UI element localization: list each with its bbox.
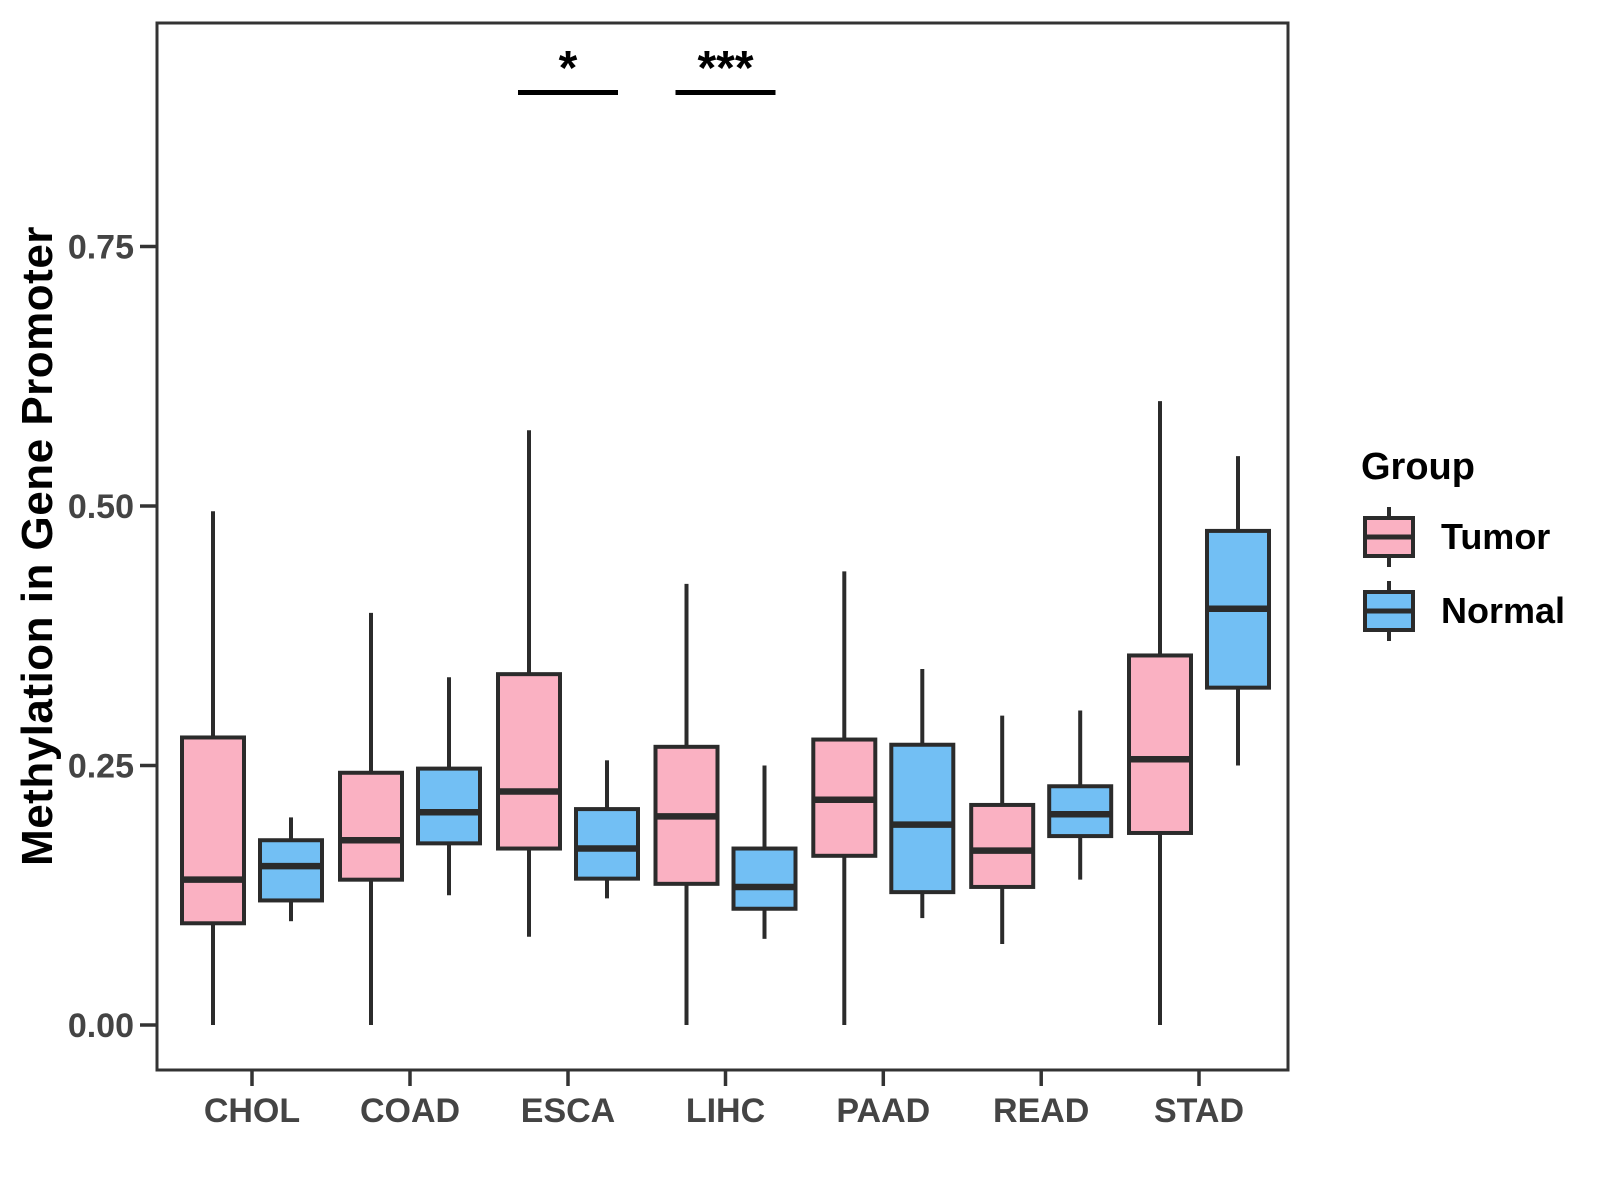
x-axis-category-label: ESCA	[521, 1092, 615, 1130]
y-axis-title: Methylation in Gene Promoter	[13, 226, 62, 866]
box-normal-PAAD	[889, 742, 956, 895]
box-normal-ESCA	[574, 807, 640, 881]
x-axis-category-label: STAD	[1154, 1092, 1244, 1130]
y-axis-tick-label: 0.25	[68, 748, 134, 786]
box-normal-LIHC	[731, 846, 798, 911]
normal-boxplot-key-icon	[1363, 581, 1415, 641]
y-axis-tick-label: 0.75	[68, 229, 134, 267]
tumor-boxplot-key-icon	[1363, 507, 1415, 567]
x-axis-category-label: LIHC	[686, 1092, 765, 1130]
box-tumor-READ	[969, 802, 1036, 889]
box-tumor-CHOL	[180, 735, 246, 926]
box-tumor-ESCA	[496, 672, 562, 851]
x-axis-category-label: CHOL	[204, 1092, 300, 1130]
x-axis-category-label: READ	[993, 1092, 1089, 1130]
box-tumor-STAD	[1127, 653, 1193, 835]
significance-label-esca: *	[559, 42, 578, 95]
legend-label-tumor: Tumor	[1441, 516, 1551, 557]
legend-label-normal: Normal	[1441, 590, 1566, 631]
plot-panel-border	[155, 21, 1290, 1072]
box-tumor-COAD	[338, 770, 404, 882]
y-axis-tick-label: 0.00	[68, 1007, 134, 1045]
legend-item-tumor: Tumor	[1361, 505, 1565, 569]
x-axis-category-label: PAAD	[836, 1092, 930, 1130]
box-normal-COAD	[416, 766, 482, 846]
y-axis-tick-label: 0.50	[68, 488, 134, 526]
x-axis-category-label: COAD	[360, 1092, 460, 1130]
legend-title: Group	[1361, 446, 1475, 488]
legend-item-normal: Normal	[1361, 579, 1565, 643]
legend: Group Tumor Normal	[1361, 446, 1565, 653]
box-normal-CHOL	[258, 838, 324, 903]
significance-label-lihc: ***	[697, 42, 753, 95]
